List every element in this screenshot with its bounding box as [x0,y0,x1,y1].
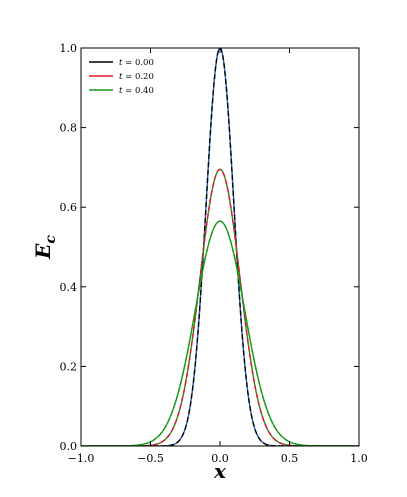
x-axis-label: x [213,459,227,483]
legend-label-1: t = 0.20 [119,72,154,82]
series-reference-line-1 [81,168,359,446]
legend-label-0: t = 0.00 [119,58,154,68]
y-axis-label-sub: c [43,235,59,244]
x-tick-label: −1.0 [68,452,95,465]
x-tick-label: −0.5 [137,452,164,465]
series-reference-line-0 [81,48,359,446]
y-tick-label: 0.4 [60,281,78,294]
y-tick-label: 0.0 [60,440,78,453]
y-tick-label: 0.8 [60,122,78,135]
series-line-2 [81,220,359,446]
y-tick-label: 1.0 [60,42,78,55]
series-layer [81,48,359,446]
tick-layer: −1.0 −0.5 0.0 0.5 1.0 0.0 0.2 0.4 0.6 0.8 1.0 [60,42,368,465]
legend-label-2: t = 0.40 [119,86,154,96]
plot-frame [80,47,360,447]
x-tick-label: 0.5 [281,452,299,465]
y-axis-label: Ec [31,235,59,260]
series-line-1 [81,168,359,446]
series-line-0 [81,48,359,446]
legend: t = 0.00 t = 0.20 t = 0.40 [89,58,154,96]
y-tick-label: 0.6 [60,201,78,214]
x-tick-label: 0.0 [211,452,229,465]
y-tick-label: 0.2 [60,360,78,373]
svg-text:Ec: Ec [31,235,59,260]
series-reference-line-2 [81,220,359,446]
y-axis-label-main: E [31,243,55,260]
x-tick-label: 1.0 [350,452,368,465]
